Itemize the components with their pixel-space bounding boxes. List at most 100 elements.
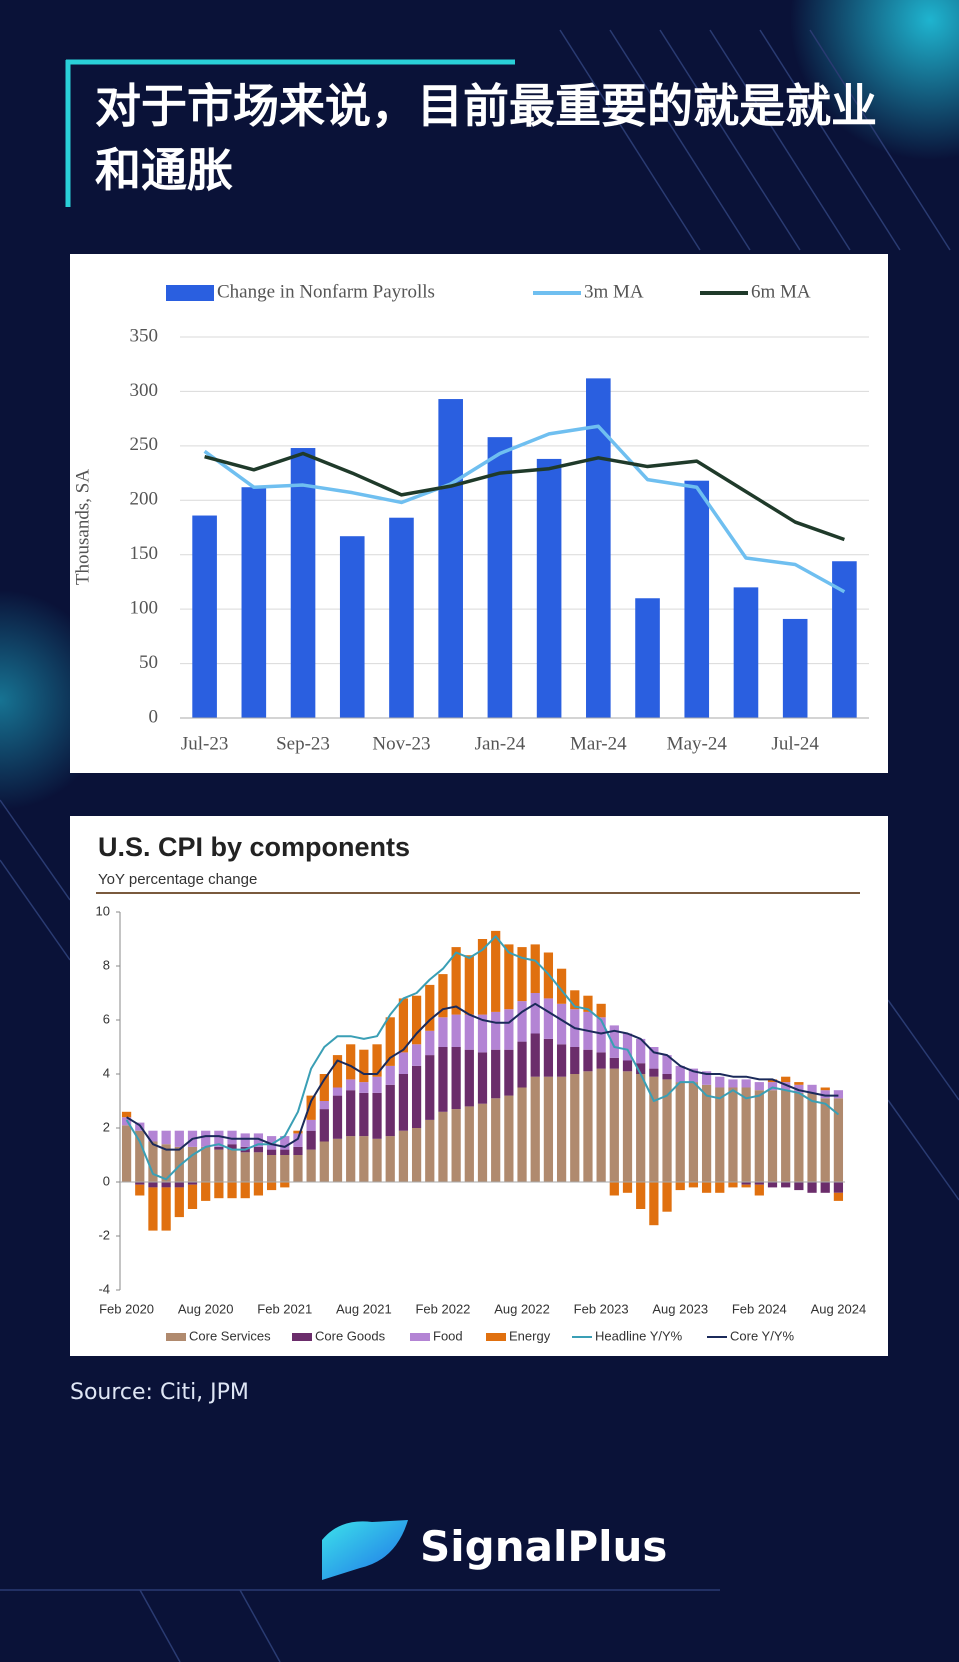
bar: [662, 1055, 672, 1074]
line: [126, 1002, 839, 1151]
bar: [293, 1130, 303, 1134]
bar: [781, 1090, 791, 1182]
bar: [227, 1130, 237, 1145]
bar: [649, 1076, 659, 1182]
bar: [464, 1014, 474, 1050]
bar: [293, 1155, 303, 1182]
bar: [530, 1033, 540, 1077]
bar: [411, 1065, 422, 1128]
bar: [306, 1149, 316, 1182]
bar: [438, 1017, 448, 1047]
bar: [701, 1071, 712, 1085]
bar: [728, 1079, 738, 1088]
bar: [662, 1079, 672, 1182]
bar: [332, 1087, 343, 1096]
brand: SignalPlus: [420, 1522, 668, 1571]
y-tick-label: 6: [103, 1011, 110, 1026]
bar: [451, 947, 461, 1015]
bar: [451, 1047, 461, 1110]
bar: [754, 1184, 764, 1196]
bar: [346, 1044, 356, 1080]
bar: [820, 1087, 830, 1091]
bar: [332, 1095, 343, 1139]
bar: [280, 1155, 290, 1182]
bar: [570, 1074, 580, 1182]
legend-label: Change in Nonfarm Payrolls: [217, 281, 435, 302]
bar: [622, 1033, 633, 1061]
y-tick-label: 350: [130, 325, 159, 346]
legend-label: Food: [433, 1328, 463, 1343]
bar: [781, 1182, 791, 1188]
bar: [346, 1079, 356, 1091]
bar: [622, 1060, 633, 1072]
bar: [332, 1055, 343, 1088]
bar: [491, 1049, 501, 1099]
legend-swatch: [166, 285, 214, 301]
bar: [161, 1182, 171, 1188]
bar: [477, 1103, 488, 1182]
bar: [359, 1136, 369, 1182]
bar: [161, 1130, 171, 1145]
bar: [359, 1082, 369, 1093]
legend-swatch: [166, 1333, 186, 1341]
bar: [741, 1184, 751, 1188]
bar: [832, 561, 857, 718]
bar: [794, 1092, 804, 1182]
bar: [148, 1187, 158, 1231]
bar: [187, 1182, 198, 1185]
y-tick-label: 10: [96, 903, 110, 918]
bar: [372, 1138, 382, 1182]
bar: [214, 1182, 224, 1199]
bar: [728, 1087, 738, 1182]
bar: [487, 437, 513, 718]
bar: [464, 1106, 474, 1182]
y-tick-label: 150: [130, 543, 159, 564]
bar: [556, 1003, 567, 1045]
bar: [622, 1071, 633, 1182]
bar: [451, 1014, 461, 1047]
bar: [192, 515, 217, 718]
bar: [135, 1184, 145, 1196]
y-tick-label: -4: [98, 1281, 110, 1296]
bar: [491, 1011, 501, 1050]
bar: [227, 1182, 237, 1199]
bar: [438, 399, 463, 718]
bar: [201, 1182, 211, 1201]
bar: [319, 1074, 329, 1101]
bar: [240, 1182, 250, 1199]
bar: [240, 1133, 250, 1147]
bar: [187, 1184, 198, 1209]
bar: [425, 1030, 435, 1056]
bar: [583, 1049, 593, 1072]
bar: [280, 1149, 290, 1155]
bar: [187, 1146, 198, 1182]
bar: [398, 998, 409, 1053]
x-tick-label: Jul-23: [181, 733, 229, 754]
bar: [174, 1146, 184, 1182]
bar: [767, 1082, 778, 1091]
bar: [372, 1092, 382, 1139]
bar: [306, 1119, 316, 1131]
bar: [820, 1182, 830, 1193]
x-tick-label: Feb 2021: [257, 1301, 312, 1316]
bar: [504, 944, 514, 1010]
bar: [135, 1182, 145, 1185]
x-tick-label: Aug 2024: [811, 1301, 867, 1316]
bar: [741, 1182, 751, 1185]
bar: [543, 1076, 554, 1182]
bar: [293, 1146, 303, 1155]
bar: [174, 1187, 184, 1218]
bar: [290, 448, 316, 718]
bar: [319, 1109, 329, 1142]
bar: [807, 1092, 817, 1182]
bar: [161, 1187, 171, 1231]
headline: 对于市场来说，目前最重要的就是就业和通胀: [95, 79, 877, 197]
legend-label: Core Services: [189, 1328, 271, 1343]
line: [203, 424, 846, 594]
y-tick-label: -2: [98, 1227, 110, 1242]
bar: [583, 995, 593, 1012]
legend-swatch: [486, 1333, 506, 1341]
x-tick-label: Mar-24: [570, 733, 627, 754]
